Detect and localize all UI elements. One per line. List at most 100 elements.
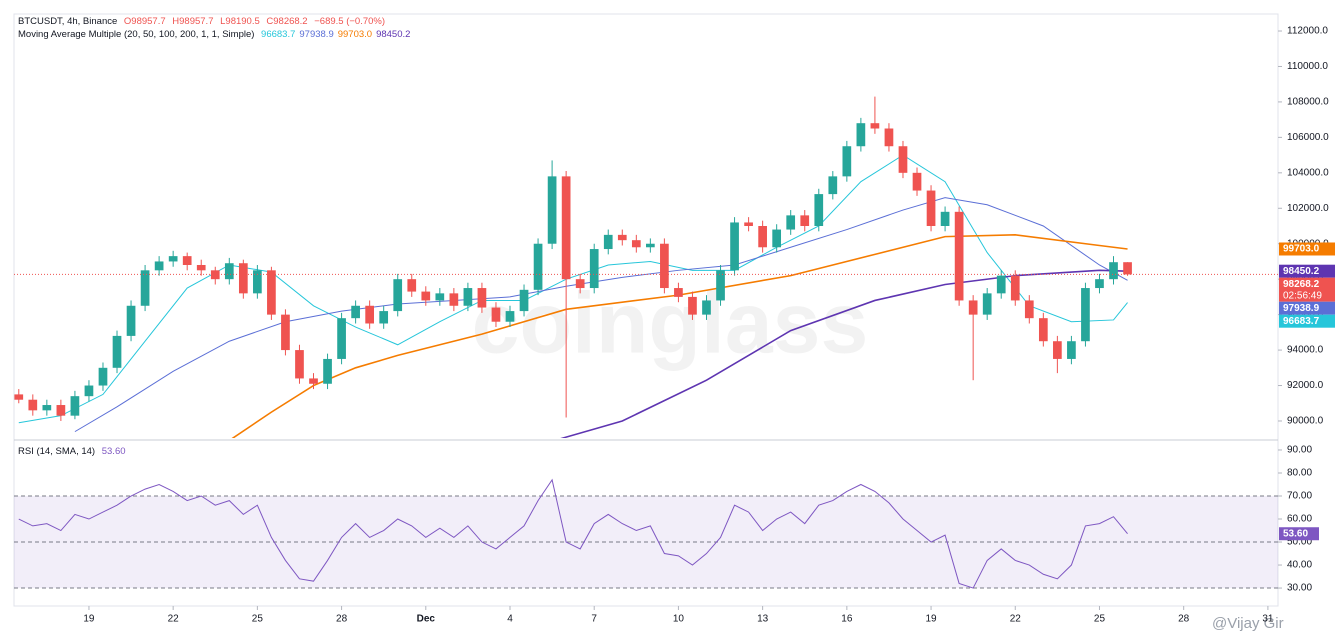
ma-value: 98450.2 (376, 29, 411, 40)
candle-body (631, 240, 641, 248)
candle-body (1095, 279, 1104, 289)
x-tick-label: Dec (417, 614, 436, 625)
price-tag (1279, 301, 1335, 315)
candle-body (898, 146, 908, 173)
price-legend: BTCUSDT, 4h, Binance O98957.7 H98957.7 L… (18, 16, 389, 27)
ohlc-change: −689.5 (−0.70%) (314, 16, 386, 27)
candle-body (281, 314, 290, 351)
candle-body (28, 399, 38, 411)
candle-body (365, 305, 374, 324)
y-tick-label: 50.00 (1287, 537, 1312, 548)
candle-body (112, 335, 122, 368)
price-tag-label: 97938.9 (1283, 303, 1320, 314)
price-tag-label: 98450.2 (1283, 266, 1320, 277)
rsi-title: RSI (14, SMA, 14) (18, 446, 96, 457)
y-tick-label: 90000.0 (1287, 416, 1324, 427)
candle-body (589, 249, 599, 289)
price-tag-label: 99703.0 (1283, 244, 1320, 255)
x-tick-label: 22 (1010, 614, 1022, 625)
candle-body (323, 358, 332, 384)
candle-body (463, 288, 473, 306)
ma-value: 96683.7 (261, 29, 296, 40)
rsi-line (18, 478, 1128, 589)
candle-body (42, 405, 52, 411)
candle-body (1038, 318, 1048, 342)
candle-body (393, 279, 403, 312)
y-tick-label: 110000.0 (1287, 61, 1328, 72)
candle-body (267, 270, 276, 315)
candle-body (196, 264, 206, 271)
price-tag-label: 96683.7 (1283, 316, 1320, 327)
rsi-value: 53.60 (101, 446, 126, 457)
candle-body (70, 396, 80, 416)
x-tick-label: 25 (1094, 614, 1106, 625)
candle-body (646, 243, 655, 248)
candle-body (1010, 275, 1020, 301)
candle-body (968, 300, 978, 315)
x-tick-label: 31 (1262, 614, 1274, 625)
candle-body (126, 305, 136, 336)
ma-legend: Moving Average Multiple (20, 50, 100, 20… (18, 29, 414, 40)
candle-body (98, 367, 108, 386)
indicator-name: Moving Average Multiple (20, 50, 100, 20… (18, 29, 255, 40)
rsi-legend: RSI (14, SMA, 14) 53.60 (18, 446, 130, 457)
x-tick-label: 13 (757, 614, 769, 625)
y-tick-label: 102000.0 (1287, 203, 1329, 214)
candle-body (435, 293, 445, 301)
y-tick-label: 94000.0 (1287, 345, 1324, 356)
candle-body (603, 234, 613, 250)
candle-body (449, 293, 459, 306)
candle-body (421, 291, 431, 301)
moving-average (560, 269, 1128, 438)
x-tick-label: 22 (168, 614, 180, 625)
candle-body (884, 128, 894, 147)
candle-body (786, 215, 796, 230)
x-tick-label: 28 (336, 614, 348, 625)
moving-average (74, 197, 1128, 433)
candle-body (351, 305, 360, 319)
candle-body (996, 275, 1006, 294)
candle-body (1081, 288, 1090, 342)
plot-frame (13, 13, 1279, 607)
x-tick-label: 4 (507, 614, 513, 625)
candle-body (168, 256, 178, 262)
moving-average (18, 154, 1128, 424)
price-tag (1279, 242, 1335, 256)
x-tick-label: 19 (83, 614, 95, 625)
candle-body (56, 405, 66, 416)
candle-body (1067, 341, 1076, 359)
candle-body (617, 234, 627, 241)
candle-body (407, 279, 417, 292)
candle-body (870, 123, 880, 129)
rsi-tag (1279, 527, 1319, 541)
ohlc-close: C98268.2 (266, 16, 308, 27)
candle-body (716, 270, 725, 301)
candle-body (688, 296, 697, 315)
candle-body (1053, 341, 1062, 359)
y-tick-label: 108000.0 (1287, 97, 1329, 108)
candle-body (814, 194, 824, 226)
ma-value: 97938.9 (299, 29, 334, 40)
x-tick-label: 10 (673, 614, 685, 625)
candle-body (1109, 262, 1118, 280)
candle-body (224, 263, 234, 280)
price-tag (1279, 314, 1335, 328)
candle-body (519, 289, 529, 312)
candle-body (575, 279, 585, 289)
candle-body (477, 288, 487, 308)
x-tick-label: 28 (1178, 614, 1190, 625)
candle-body (238, 263, 248, 294)
y-tick-label: 104000.0 (1287, 167, 1329, 178)
candle-body (954, 211, 964, 301)
candle-body (14, 394, 24, 400)
ohlc-open: O98957.7 (123, 16, 166, 27)
symbol: BTCUSDT, 4h, Binance (18, 16, 118, 27)
candle-body (154, 261, 164, 271)
candle-body (1024, 300, 1034, 319)
candle-body (856, 123, 866, 147)
x-tick-label: 16 (841, 614, 853, 625)
candle-body (940, 211, 950, 226)
y-tick-label: 40.00 (1287, 560, 1312, 571)
